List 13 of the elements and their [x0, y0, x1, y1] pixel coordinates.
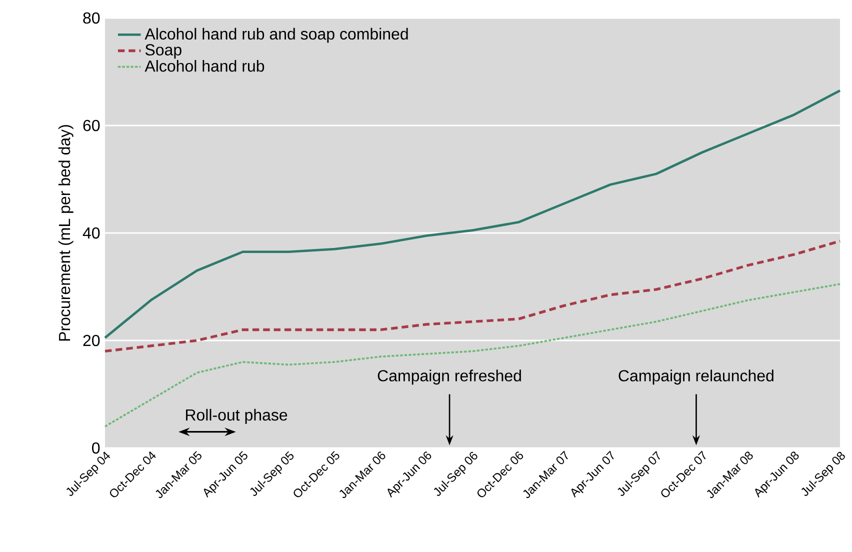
legend-label: Alcohol hand rub and soap combined — [144, 28, 408, 43]
y-tick-label: 0 — [92, 442, 100, 454]
annotation: Campaign relaunched — [618, 370, 774, 385]
y-axis-title: Procurement (mL per bed day) — [58, 125, 74, 341]
annotation: Campaign refreshed — [378, 370, 521, 385]
legend-label: Alcohol hand rub — [144, 60, 264, 72]
legend-label: Soap — [145, 44, 182, 59]
y-tick-label: 40 — [82, 227, 100, 239]
annotation: Roll-out phase — [186, 408, 288, 424]
y-tick-label: 80 — [83, 12, 100, 24]
y-tick-label: 20 — [83, 334, 100, 346]
line-series — [104, 89, 842, 339]
y-tick-label: 60 — [83, 120, 100, 132]
